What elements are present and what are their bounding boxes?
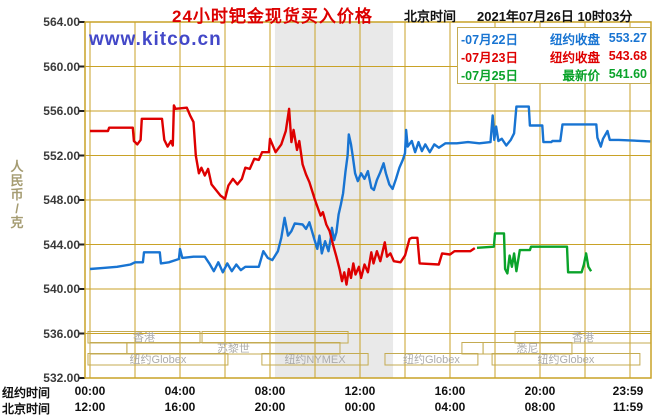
price-line-red [90,104,476,286]
session-label: 苏黎世 [217,341,250,355]
legend-box: -07月22日 纽约收盘 553.27 -07月23日 纽约收盘 543.68 -07月25… [457,27,651,84]
x-tick-label: 12:00 [344,384,376,398]
session-label: 纽约Globex [538,352,595,366]
y-tick-label: 560.00 [43,59,80,74]
beijing-datetime: 2021年07月26日 10时03分 [477,9,633,24]
x-tick-label: 04:00 [164,384,196,398]
legend-row: -07月23日 纽约收盘 543.68 [461,47,647,65]
x-tick-label: 08:00 [254,384,286,398]
session-label: 悉尼 [517,342,539,355]
session-label: 香港 [133,331,155,344]
y-tick-label: 536.00 [43,326,80,341]
ny-time-row-label: 纽约时间 [2,386,51,400]
session-box [461,342,484,355]
x-tick-label: 23:59 [612,384,644,398]
x-tick-label: 20:00 [254,400,286,414]
legend-row: -07月22日 纽约收盘 553.27 [461,29,647,47]
session-label: 纽约Globex [403,352,460,366]
legend-date: -07月23日 [461,50,518,65]
legend-value: 553.27 [608,31,647,45]
chart-title: 24小时钯金现货买入价格 [172,7,373,26]
y-tick-label: 564.00 [43,15,80,29]
x-tick-label: 16:00 [164,400,196,414]
session-box [384,353,479,366]
legend-value: 543.68 [608,49,647,63]
session-label: 纽约NYMEX [284,352,346,366]
x-tick-label: 04:00 [434,400,466,414]
y-axis-unit-label: 人民币 / 克 [10,159,24,230]
session-box [126,342,341,355]
y-tick-label: 556.00 [43,104,80,118]
legend-row: -07月25日 最新价 541.60 [461,65,647,83]
y-tick-label: 548.00 [43,193,80,207]
x-tick-label: 08:00 [524,400,556,414]
kitco-watermark-link[interactable]: www.kitco.cn [89,29,222,50]
x-tick-label: 11:59 [612,400,644,414]
y-tick-label: 552.00 [43,148,80,163]
x-tick-label: 00:00 [344,400,376,414]
session-box [491,353,641,366]
session-label: 纽约Globex [130,352,187,366]
x-tick-label: 00:00 [74,384,106,398]
session-label: 香港 [572,331,594,344]
y-tick-label: 540.00 [43,282,80,296]
price-line-green [476,232,593,275]
session-box [89,342,128,355]
session-box [261,353,369,366]
x-tick-label: 16:00 [434,384,466,398]
beijing-time-label: 北京时间 [404,9,457,24]
x-tick-label: 20:00 [524,384,556,398]
beijing-time-row-label: 北京时间 [2,402,51,416]
y-tick-label: 532.00 [43,371,80,385]
legend-date: -07月22日 [461,32,518,47]
legend-series-label: 最新价 [562,68,600,83]
y-tick-label: 544.00 [43,237,80,252]
x-tick-label: 12:00 [74,400,106,414]
price-line-blue [89,105,651,274]
legend-value: 541.60 [608,67,647,81]
session-box [87,353,229,366]
legend-date: -07月25日 [461,68,518,83]
legend-series-label: 纽约收盘 [549,32,600,47]
legend-series-label: 纽约收盘 [549,50,600,65]
